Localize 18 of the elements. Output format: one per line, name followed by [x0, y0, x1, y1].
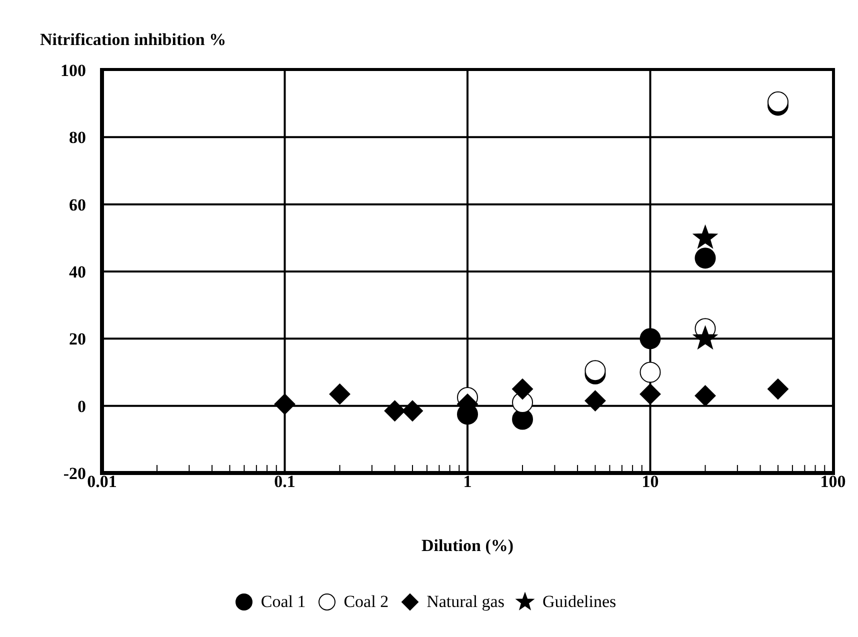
y-tick-label: 40	[69, 262, 86, 282]
y-tick-label: 0	[78, 396, 86, 416]
y-axis-title: Nitrification inhibition %	[40, 30, 226, 50]
legend-label: Coal 2	[344, 592, 389, 612]
x-tick-label: 1	[463, 472, 472, 492]
legend-label: Natural gas	[426, 592, 504, 612]
y-tick-label: 60	[69, 195, 86, 214]
x-tick-label: 0.01	[87, 472, 117, 492]
legend-label: Guidelines	[542, 592, 616, 612]
x-axis-title: Dilution (%)	[421, 536, 514, 555]
y-tick-label: 20	[69, 330, 86, 349]
x-tick-label: 10	[642, 472, 659, 492]
x-tick-label: 0.1	[274, 472, 296, 492]
legend-label: Coal 1	[260, 592, 306, 612]
y-tick-label: 100	[60, 61, 86, 80]
y-tick-label: -20	[63, 464, 86, 483]
x-tick-label: 100	[820, 472, 846, 492]
y-tick-label: 80	[69, 128, 86, 148]
